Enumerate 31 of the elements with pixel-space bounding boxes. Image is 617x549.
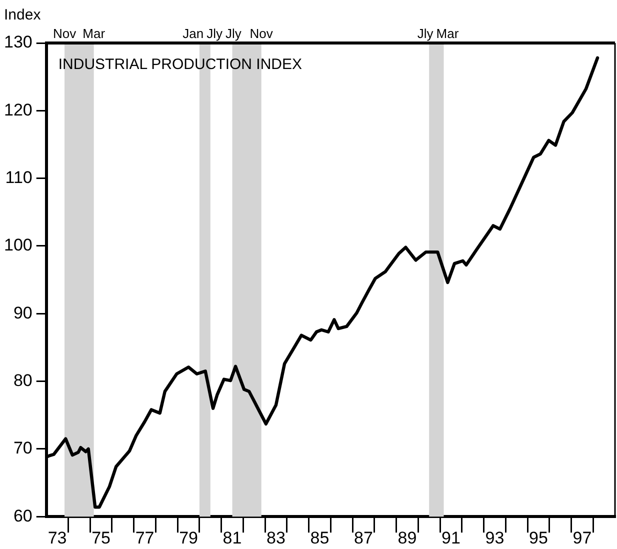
x-tick-label: 73 bbox=[48, 528, 67, 548]
y-tick-label: 70 bbox=[13, 438, 32, 458]
x-tick-label: 97 bbox=[572, 528, 592, 548]
annotation: Nov bbox=[52, 26, 77, 42]
annotation: Jan bbox=[182, 26, 204, 42]
y-tick-label: 110 bbox=[5, 168, 32, 187]
annotation: Jly bbox=[417, 26, 434, 42]
x-tick-label: 95 bbox=[528, 528, 548, 548]
x-tick-label: 75 bbox=[92, 528, 110, 548]
annotation: Nov bbox=[250, 26, 274, 42]
y-tick-label: 80 bbox=[13, 370, 32, 390]
x-tick-label: 81 bbox=[222, 528, 242, 548]
x-tick-label: 85 bbox=[310, 528, 330, 548]
y-tick-label: 130 bbox=[4, 32, 32, 52]
x-tick-label: 83 bbox=[266, 528, 286, 548]
annotation: Mar bbox=[82, 26, 106, 42]
y-tick-label: 90 bbox=[13, 303, 32, 322]
x-tick-label: 91 bbox=[442, 528, 460, 548]
y-tick-label: 60 bbox=[13, 506, 32, 526]
x-tick-label: 77 bbox=[135, 528, 154, 548]
x-tick-label: 89 bbox=[398, 528, 417, 548]
text: INDUSTRIAL PRODUCTION INDEX bbox=[58, 56, 302, 74]
y-axis-title: Index bbox=[4, 6, 42, 24]
x-tick-label: 79 bbox=[179, 528, 198, 548]
y-tick-label: 120 bbox=[4, 100, 32, 120]
x-tick-label: 87 bbox=[354, 528, 373, 548]
annotation: Jly bbox=[225, 26, 242, 42]
annotation: Jly bbox=[206, 26, 223, 42]
annotation: Mar bbox=[436, 26, 460, 42]
y-tick-label: 100 bbox=[4, 236, 32, 255]
x-tick-label: 93 bbox=[485, 528, 504, 548]
